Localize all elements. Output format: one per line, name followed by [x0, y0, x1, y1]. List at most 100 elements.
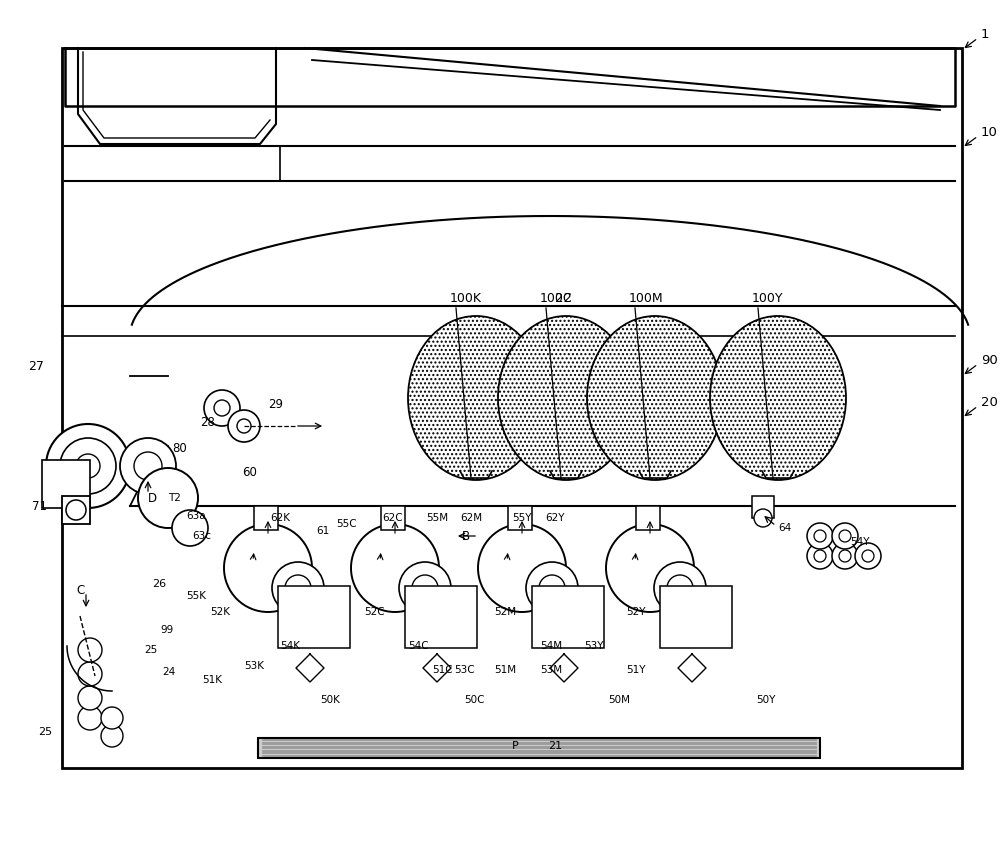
Text: 90: 90 — [981, 353, 998, 366]
Ellipse shape — [498, 316, 634, 480]
Circle shape — [311, 597, 341, 627]
Text: 25: 25 — [38, 727, 52, 737]
Circle shape — [448, 629, 458, 639]
Circle shape — [701, 605, 715, 619]
Circle shape — [78, 706, 102, 730]
Circle shape — [754, 509, 772, 527]
Bar — [62, 48, 962, 768]
Text: 100M: 100M — [629, 292, 664, 305]
Circle shape — [703, 629, 713, 639]
Circle shape — [814, 530, 826, 542]
Circle shape — [78, 686, 102, 710]
Text: 62K: 62K — [270, 513, 290, 523]
Text: 1: 1 — [981, 28, 990, 41]
Circle shape — [321, 629, 331, 639]
Text: 53K: 53K — [244, 661, 264, 671]
Circle shape — [446, 605, 460, 619]
Text: 10: 10 — [981, 126, 998, 139]
Text: 50M: 50M — [608, 695, 630, 705]
Text: C: C — [76, 584, 84, 597]
Circle shape — [654, 562, 706, 614]
Circle shape — [575, 629, 585, 639]
Circle shape — [272, 562, 324, 614]
Circle shape — [832, 543, 858, 569]
Text: T2: T2 — [168, 493, 181, 503]
Circle shape — [76, 454, 100, 478]
Bar — [752, 496, 774, 518]
Circle shape — [695, 621, 721, 647]
Circle shape — [204, 390, 240, 426]
Circle shape — [172, 510, 208, 546]
Text: 71: 71 — [32, 500, 47, 513]
Bar — [278, 586, 350, 648]
Circle shape — [693, 597, 723, 627]
Text: 62C: 62C — [382, 513, 403, 523]
Text: 100K: 100K — [450, 292, 482, 305]
Text: 54C: 54C — [408, 641, 429, 651]
Circle shape — [224, 524, 312, 612]
Circle shape — [46, 424, 130, 508]
Circle shape — [839, 530, 851, 542]
Circle shape — [565, 597, 595, 627]
Circle shape — [539, 575, 565, 601]
Text: 100Y: 100Y — [752, 292, 784, 305]
Text: 55M: 55M — [426, 513, 448, 523]
Circle shape — [120, 438, 176, 494]
Text: 52K: 52K — [210, 607, 230, 617]
Bar — [62, 496, 90, 524]
Text: 62M: 62M — [460, 513, 482, 523]
Text: 53M: 53M — [540, 665, 562, 675]
Circle shape — [66, 500, 86, 520]
Text: 62Y: 62Y — [545, 513, 564, 523]
Circle shape — [412, 575, 438, 601]
Circle shape — [237, 419, 251, 433]
Text: 54K: 54K — [280, 641, 300, 651]
Bar — [405, 586, 477, 648]
Text: B: B — [462, 529, 470, 542]
Bar — [42, 460, 90, 508]
Text: 21: 21 — [548, 741, 562, 751]
Bar — [381, 506, 405, 530]
Bar — [660, 586, 732, 648]
Bar — [532, 586, 604, 648]
Text: 55K: 55K — [186, 591, 206, 601]
Bar — [508, 506, 532, 530]
Text: 54Y: 54Y — [850, 537, 870, 547]
Circle shape — [832, 523, 858, 549]
Circle shape — [214, 400, 230, 416]
Text: 53C: 53C — [454, 665, 475, 675]
Text: 80: 80 — [172, 442, 187, 455]
Circle shape — [101, 725, 123, 747]
Circle shape — [351, 524, 439, 612]
Circle shape — [478, 524, 566, 612]
Text: 51K: 51K — [202, 675, 222, 685]
Text: 29: 29 — [268, 397, 283, 410]
Text: 52C: 52C — [364, 607, 385, 617]
Text: 27: 27 — [28, 359, 44, 372]
Text: 50C: 50C — [464, 695, 484, 705]
Text: 20: 20 — [981, 396, 998, 409]
Circle shape — [814, 550, 826, 562]
Text: 52M: 52M — [494, 607, 516, 617]
Text: 63a: 63a — [186, 511, 206, 521]
Text: 26: 26 — [152, 579, 166, 589]
Circle shape — [855, 543, 881, 569]
Text: 25: 25 — [144, 645, 157, 655]
Circle shape — [60, 438, 116, 494]
Circle shape — [807, 543, 833, 569]
Ellipse shape — [710, 316, 846, 480]
Circle shape — [78, 638, 102, 662]
Circle shape — [313, 621, 339, 647]
Ellipse shape — [587, 316, 723, 480]
Circle shape — [138, 468, 198, 528]
Circle shape — [78, 662, 102, 686]
Text: 50Y: 50Y — [756, 695, 775, 705]
Circle shape — [567, 621, 593, 647]
Text: 52Y: 52Y — [626, 607, 646, 617]
Circle shape — [134, 452, 162, 480]
Circle shape — [807, 523, 833, 549]
Bar — [254, 506, 278, 530]
Text: 53Y: 53Y — [584, 641, 604, 651]
Text: 55C: 55C — [336, 519, 357, 529]
Circle shape — [573, 605, 587, 619]
